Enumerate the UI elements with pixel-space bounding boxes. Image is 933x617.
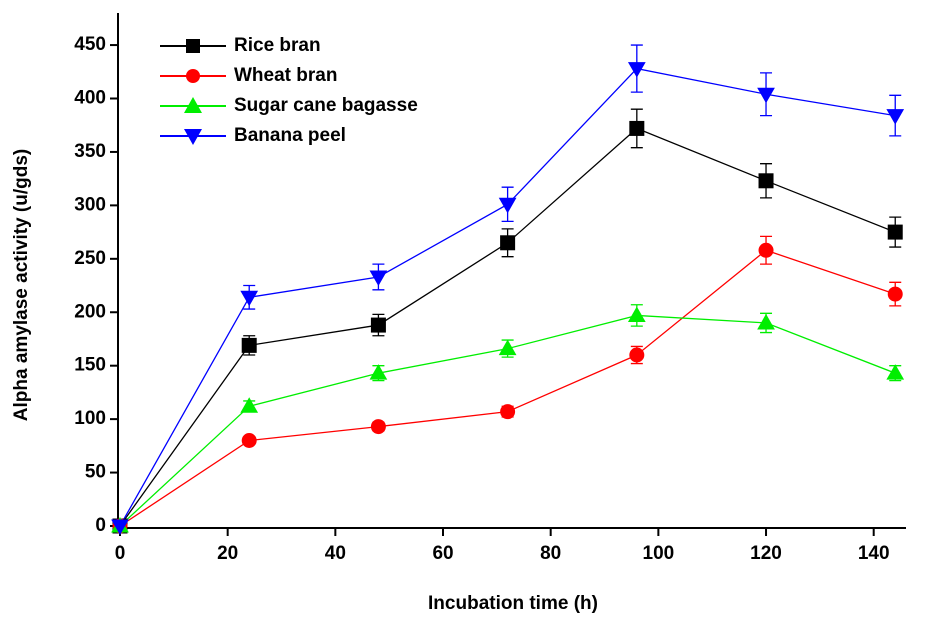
x-tick-label: 100 bbox=[643, 543, 675, 564]
marker bbox=[369, 270, 388, 286]
marker bbox=[500, 404, 516, 420]
marker bbox=[111, 519, 129, 536]
marker bbox=[758, 173, 774, 189]
x-tick-label: 20 bbox=[217, 543, 238, 564]
marker bbox=[627, 306, 646, 322]
marker bbox=[370, 419, 386, 435]
x-tick-label: 80 bbox=[540, 543, 561, 564]
legend-marker bbox=[186, 69, 200, 83]
marker bbox=[500, 235, 516, 251]
y-tick-label: 250 bbox=[74, 248, 106, 269]
marker bbox=[241, 433, 257, 448]
marker bbox=[241, 337, 257, 353]
legend-marker bbox=[184, 97, 202, 113]
legend-marker bbox=[186, 39, 200, 53]
legend-marker bbox=[184, 129, 202, 145]
marker bbox=[498, 197, 517, 214]
y-tick-label: 450 bbox=[74, 34, 106, 55]
marker bbox=[498, 339, 517, 356]
marker bbox=[369, 364, 388, 380]
marker bbox=[757, 313, 775, 330]
marker bbox=[887, 286, 903, 302]
y-tick-label: 400 bbox=[74, 88, 106, 109]
y-tick-label: 50 bbox=[85, 462, 106, 483]
marker bbox=[887, 224, 903, 240]
marker bbox=[629, 347, 645, 363]
x-tick-label: 0 bbox=[115, 543, 126, 564]
x-tick-label: 140 bbox=[858, 543, 890, 564]
x-tick-label: 120 bbox=[750, 543, 782, 564]
y-tick-label: 150 bbox=[74, 355, 106, 376]
marker bbox=[886, 109, 905, 125]
x-tick-label: 40 bbox=[325, 543, 346, 564]
y-tick-label: 350 bbox=[74, 141, 106, 162]
marker bbox=[757, 87, 775, 104]
marker bbox=[240, 397, 259, 413]
legend-label: Banana peel bbox=[234, 125, 346, 146]
legend-label: Sugar cane bagasse bbox=[234, 95, 418, 116]
x-axis-title: Incubation time (h) bbox=[428, 593, 598, 614]
marker bbox=[627, 62, 646, 78]
y-tick-label: 0 bbox=[95, 515, 106, 536]
y-tick-label: 200 bbox=[74, 301, 106, 322]
marker bbox=[240, 290, 259, 307]
marker bbox=[370, 317, 386, 333]
y-tick-label: 300 bbox=[74, 194, 106, 215]
y-axis-title: Alpha amylase activity (u/gds) bbox=[11, 149, 32, 421]
y-tick-label: 100 bbox=[74, 408, 106, 429]
series-line bbox=[119, 249, 896, 527]
marker bbox=[886, 364, 905, 380]
x-tick-label: 60 bbox=[432, 543, 453, 564]
marker bbox=[629, 120, 645, 136]
legend-label: Wheat bran bbox=[234, 65, 337, 86]
legend-label: Rice bran bbox=[234, 35, 321, 56]
marker bbox=[758, 242, 774, 258]
